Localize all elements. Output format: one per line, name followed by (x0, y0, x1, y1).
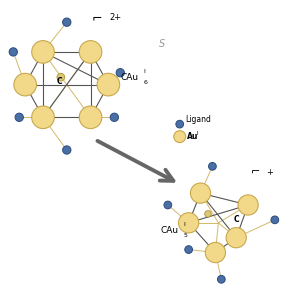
Circle shape (32, 106, 54, 129)
Text: Au: Au (187, 132, 199, 141)
Text: 5: 5 (184, 233, 188, 238)
Circle shape (271, 216, 279, 224)
Circle shape (185, 246, 193, 254)
Text: C: C (56, 77, 62, 86)
Circle shape (63, 18, 71, 26)
Circle shape (32, 40, 54, 63)
Text: C: C (233, 215, 239, 224)
Circle shape (176, 120, 184, 128)
Circle shape (14, 73, 37, 96)
Text: ⌐: ⌐ (251, 167, 260, 177)
Text: ⌐: ⌐ (91, 11, 102, 24)
Text: S: S (159, 40, 165, 50)
Circle shape (190, 183, 211, 203)
Circle shape (63, 146, 71, 154)
Circle shape (174, 131, 186, 142)
Text: I: I (184, 222, 185, 227)
Circle shape (218, 275, 225, 283)
Circle shape (15, 113, 23, 122)
Text: I: I (143, 69, 145, 74)
Circle shape (110, 113, 118, 122)
Circle shape (205, 242, 226, 262)
Circle shape (164, 201, 172, 209)
Circle shape (238, 195, 258, 215)
Circle shape (79, 106, 102, 129)
Circle shape (205, 211, 211, 217)
Circle shape (9, 48, 17, 56)
Circle shape (57, 73, 65, 81)
Circle shape (208, 163, 216, 170)
Text: 2+: 2+ (110, 13, 122, 22)
Circle shape (97, 73, 120, 96)
Text: +: + (266, 168, 273, 177)
Circle shape (79, 40, 102, 63)
Text: CAu: CAu (160, 226, 178, 235)
Text: CAu: CAu (120, 73, 138, 82)
Circle shape (116, 69, 124, 77)
Circle shape (226, 228, 246, 248)
Text: I: I (196, 131, 198, 136)
Text: Ligand: Ligand (186, 115, 211, 124)
Text: 6: 6 (143, 80, 147, 85)
Circle shape (178, 213, 199, 233)
